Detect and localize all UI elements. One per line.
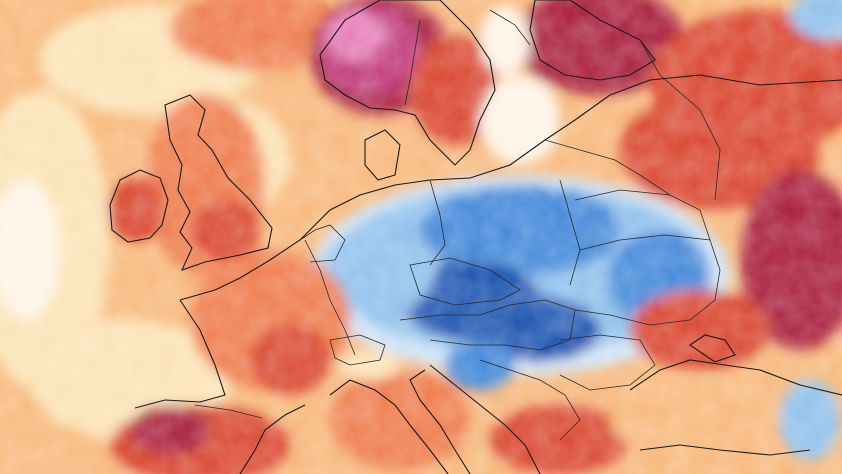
coast-denmark [364, 129, 401, 181]
border-ukraine [574, 234, 721, 326]
coast-italy-east [409, 369, 471, 474]
coast-scandinavia [319, 0, 496, 166]
border-benelux [299, 224, 346, 263]
border-norway-sweden [404, 19, 421, 106]
border-czech [409, 257, 521, 306]
country-borders [194, 9, 721, 441]
coast-iberia-east [239, 404, 306, 474]
border-sweden-finland [489, 9, 531, 46]
coast-finland [529, 0, 656, 81]
border-switzerland [329, 334, 386, 366]
border-balkans-inner [479, 359, 581, 441]
coast-great-britain [164, 94, 273, 271]
coastlines [109, 0, 842, 474]
border-france-germany [304, 239, 356, 356]
coast-balkans [429, 364, 541, 474]
coast-continent-north [179, 74, 842, 301]
border-germany-poland [429, 179, 446, 266]
border-spain-france [194, 404, 263, 419]
coast-black-sea-south [639, 444, 811, 456]
border-poland-east [559, 179, 581, 286]
coast-crimea [689, 334, 736, 363]
border-russia-west [639, 39, 721, 201]
border-baltics [544, 139, 671, 196]
coast-italy [329, 379, 449, 474]
coast-bay-of-biscay [134, 299, 226, 409]
coast-ireland [109, 169, 169, 243]
coast-black-sea [629, 359, 842, 396]
border-romania [559, 334, 656, 391]
